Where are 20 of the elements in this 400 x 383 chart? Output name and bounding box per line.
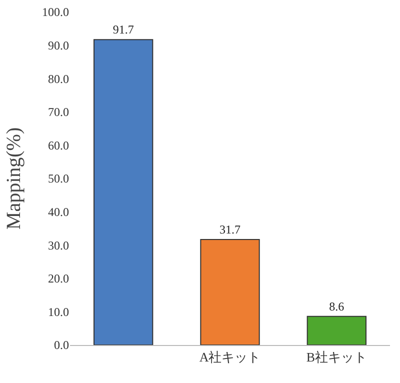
y-tick-label: 30.0 [48, 238, 69, 252]
data-label: 91.7 [112, 22, 134, 37]
y-tick-label: 90.0 [48, 38, 69, 52]
x-tick-label: A社キット [199, 350, 261, 365]
x-tick-label: B社キット [306, 350, 368, 365]
bar [94, 39, 154, 345]
y-tick-label: 80.0 [48, 72, 69, 86]
y-tick-label: 20.0 [48, 272, 69, 286]
y-axis-title: Mapping(%) [3, 127, 25, 230]
y-tick-label: 60.0 [48, 138, 69, 152]
data-label: 8.6 [329, 299, 344, 314]
y-tick-label: 100.0 [42, 5, 69, 20]
y-tick-label: 70.0 [48, 105, 69, 120]
y-tick-label: 0.0 [54, 338, 69, 352]
y-tick-label: 40.0 [48, 205, 69, 219]
data-label: 31.7 [220, 222, 240, 236]
y-tick-label: 10.0 [48, 304, 69, 319]
y-tick-label: 50.0 [48, 172, 69, 186]
bar [306, 316, 366, 345]
bar [200, 238, 260, 345]
